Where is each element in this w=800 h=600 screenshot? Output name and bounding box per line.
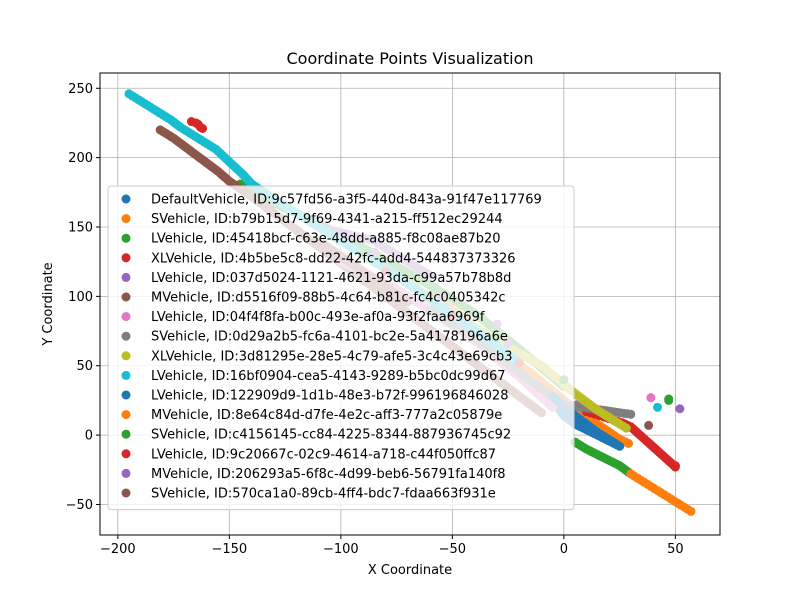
- y-axis-label: Y Coordinate: [41, 262, 56, 346]
- legend-marker: [121, 390, 131, 400]
- legend-marker: [121, 351, 131, 361]
- legend-entry: SVehicle, ID:b79b15d7-9f69-4341-a215-ff5…: [151, 212, 503, 227]
- data-point: [615, 441, 625, 451]
- data-point: [675, 404, 685, 414]
- legend: DefaultVehicle, ID:9c57fd56-a3f5-440d-84…: [107, 185, 575, 511]
- data-point: [621, 423, 631, 433]
- legend-marker: [121, 429, 131, 439]
- x-tick-label: 50: [667, 542, 684, 557]
- data-point: [198, 123, 208, 133]
- data-point: [664, 395, 674, 405]
- legend-entry: SVehicle, ID:c4156145-cc84-4225-8344-887…: [151, 428, 511, 443]
- legend-entry: DefaultVehicle, ID:9c57fd56-a3f5-440d-84…: [151, 193, 542, 208]
- chart-title: Coordinate Points Visualization: [286, 49, 533, 68]
- legend-marker: [121, 370, 131, 380]
- legend-entry: LVehicle, ID:9c20667c-02c9-4614-a718-c44…: [151, 447, 496, 462]
- x-tick-label: −50: [439, 542, 466, 557]
- legend-marker: [121, 488, 131, 498]
- legend-marker: [121, 233, 131, 243]
- legend-marker: [121, 253, 131, 263]
- y-tick-label: 100: [68, 290, 93, 305]
- legend-marker: [121, 272, 131, 282]
- legend-entry: XLVehicle, ID:4b5be5c8-dd22-42fc-add4-54…: [151, 251, 516, 266]
- legend-marker: [121, 194, 131, 204]
- legend-entry: MVehicle, ID:206293a5-6f8c-4d99-beb6-567…: [151, 467, 506, 482]
- legend-entry: MVehicle, ID:d5516f09-88b5-4c64-b81c-fc4…: [151, 291, 506, 306]
- y-tick-label: 0: [85, 429, 93, 444]
- data-point: [626, 409, 636, 419]
- legend-entry: LVehicle, ID:037d5024-1121-4621-93da-c99…: [151, 271, 511, 286]
- legend-entry: LVehicle, ID:122909d9-1d1b-48e3-b72f-996…: [151, 389, 508, 404]
- legend-marker: [121, 312, 131, 322]
- legend-marker: [121, 331, 131, 341]
- data-point: [686, 506, 696, 516]
- data-point: [670, 461, 680, 471]
- legend-entry: SVehicle, ID:570ca1a0-89cb-4ff4-bdc7-fda…: [151, 487, 496, 502]
- x-tick-label: −100: [323, 542, 359, 557]
- data-point: [624, 438, 634, 448]
- plot-frame: [99, 72, 721, 536]
- ticks-layer: −200 −150 −100 −50 0 50 −50 0 50 100 150 200 250: [66, 82, 684, 557]
- legend-marker: [121, 468, 131, 478]
- legend-marker: [121, 292, 131, 302]
- legend-entry: LVehicle, ID:45418bcf-c63e-48dd-a885-f8c…: [151, 232, 501, 247]
- series-11: [626, 469, 696, 516]
- y-tick-label: 50: [76, 359, 93, 374]
- legend-box: [107, 185, 575, 511]
- legend-entry: LVehicle, ID:16bf0904-cea5-4143-9289-b5b…: [151, 369, 506, 384]
- x-axis-label: X Coordinate: [368, 563, 452, 578]
- legend-entry: SVehicle, ID:0d29a2b5-fc6a-4101-bc2e-5a4…: [151, 330, 508, 345]
- data-point: [644, 420, 654, 430]
- data-point: [653, 402, 663, 412]
- y-tick-label: 200: [68, 151, 93, 166]
- legend-entry: MVehicle, ID:8e64c84d-d7fe-4e2c-aff3-777…: [151, 408, 502, 423]
- x-tick-label: 0: [560, 542, 568, 557]
- x-tick-label: −200: [100, 542, 136, 557]
- legend-marker: [121, 214, 131, 224]
- legend-marker: [121, 449, 131, 459]
- y-tick-label: 150: [68, 221, 93, 236]
- legend-entry: XLVehicle, ID:3d81295e-28e5-4c79-afe5-3c…: [151, 349, 513, 364]
- legend-entry: LVehicle, ID:04f4f8fa-b00c-493e-af0a-93f…: [151, 310, 485, 325]
- x-tick-label: −150: [211, 542, 247, 557]
- legend-marker: [121, 410, 131, 420]
- data-point: [646, 393, 656, 403]
- y-tick-label: 250: [68, 82, 93, 97]
- y-tick-label: −50: [66, 498, 93, 513]
